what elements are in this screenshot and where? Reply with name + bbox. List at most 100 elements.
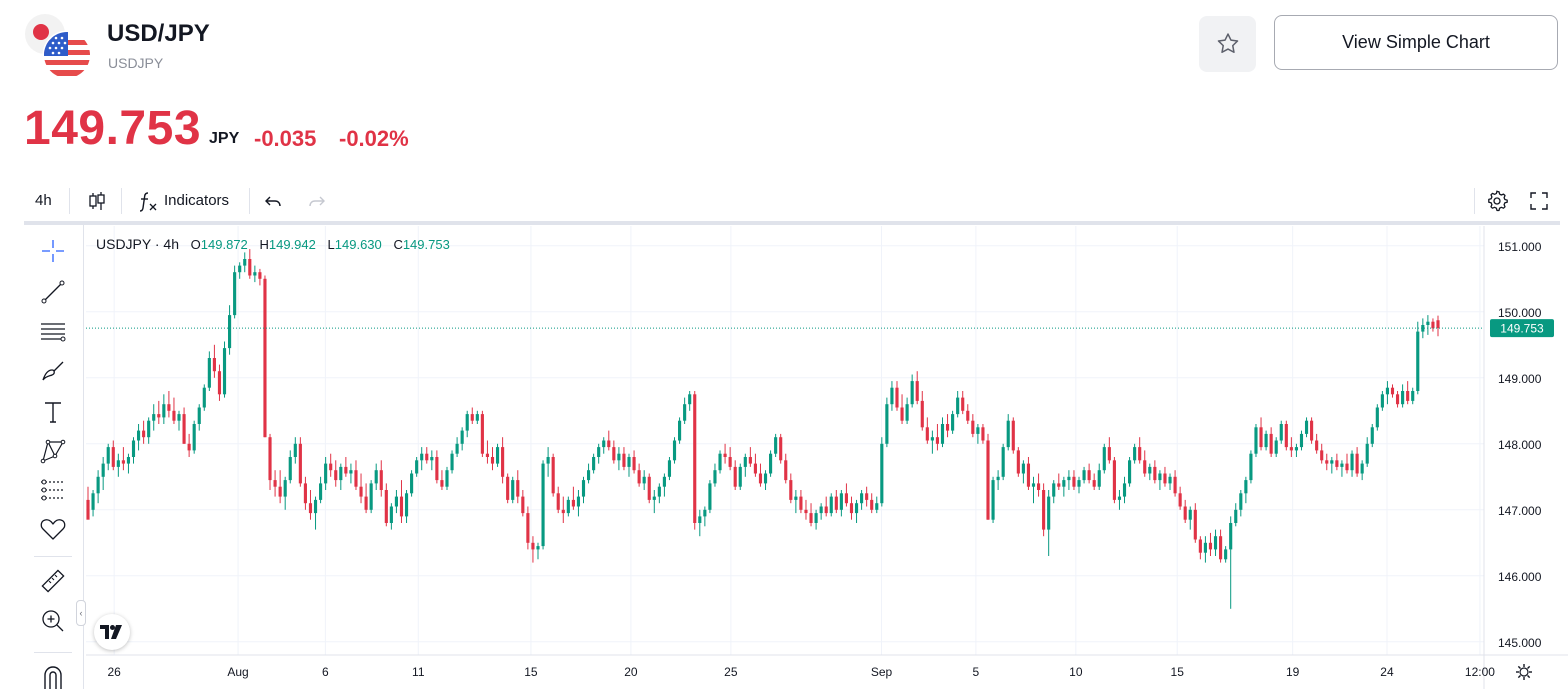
candle-body (440, 480, 444, 487)
candle-body (991, 480, 995, 520)
candle-body (1315, 440, 1319, 451)
interval-button[interactable]: 4h (35, 192, 52, 209)
candle-body (743, 457, 747, 467)
candle-body (1173, 476, 1177, 494)
view-simple-chart-button[interactable]: View Simple Chart (1274, 15, 1558, 70)
tradingview-logo-icon (100, 625, 122, 639)
candle-body (854, 503, 859, 514)
candle (814, 509, 818, 530)
pattern-icon[interactable] (39, 437, 67, 465)
candle (415, 457, 419, 477)
candle-body (288, 457, 292, 481)
redo-icon[interactable] (304, 189, 328, 213)
candle-body (1158, 473, 1162, 481)
candle (839, 490, 843, 517)
candle-body (283, 480, 287, 497)
candle (334, 460, 338, 487)
candle (1416, 321, 1420, 395)
settings-icon[interactable] (1485, 189, 1509, 213)
candle (1031, 476, 1036, 504)
forecast-icon[interactable] (39, 476, 67, 504)
candle-body (1259, 427, 1263, 448)
time-axis-label: 15 (524, 665, 538, 679)
candle (1269, 427, 1273, 457)
price-change-percent: -0.02% (339, 126, 409, 151)
candle (915, 371, 919, 405)
candle (844, 483, 848, 507)
brush-icon[interactable] (39, 358, 67, 386)
toolbar-bottom-border (24, 221, 1560, 225)
candle (1234, 503, 1238, 527)
candle (121, 447, 125, 471)
candle (399, 480, 404, 523)
candle-body (308, 503, 313, 514)
candle-body (96, 476, 100, 494)
candles-icon[interactable] (86, 189, 108, 213)
candle (404, 490, 409, 523)
candle (1173, 470, 1177, 497)
fib-icon[interactable] (39, 318, 67, 346)
candle-body (258, 272, 262, 279)
candle (556, 486, 560, 514)
candle-body (703, 509, 707, 517)
favorite-button[interactable] (1199, 16, 1256, 72)
candle-body (1274, 440, 1278, 454)
candle (733, 460, 737, 490)
candle-body (313, 499, 318, 514)
magnet-icon[interactable] (39, 661, 67, 689)
candle (617, 447, 621, 471)
candle-body (885, 404, 889, 444)
candle-body (1122, 483, 1127, 497)
text-icon[interactable] (39, 398, 67, 426)
candle (116, 453, 120, 477)
candle (930, 430, 934, 454)
collapse-toolbar-button[interactable]: ‹ (76, 600, 86, 626)
candle (566, 496, 570, 517)
fx-icon[interactable] (136, 189, 160, 213)
zoom-icon[interactable] (39, 607, 67, 635)
time-axis-label: 26 (107, 665, 121, 679)
candle-body (1310, 420, 1314, 441)
candle-body (961, 397, 965, 411)
candle (1203, 536, 1207, 563)
candle (1431, 318, 1435, 332)
candle (607, 430, 611, 451)
candle-body (152, 414, 156, 421)
candle-body (501, 447, 505, 477)
candle-body (784, 460, 788, 481)
candle (551, 453, 555, 497)
drawing-toolbar (24, 225, 84, 689)
candle-body (541, 463, 545, 547)
candle-body (617, 453, 621, 461)
candle (1360, 460, 1364, 481)
candle (723, 443, 727, 464)
candle (743, 453, 747, 477)
candle (420, 447, 424, 471)
candle (986, 433, 990, 520)
indicators-button[interactable]: Indicators (164, 192, 230, 209)
candle-body (738, 466, 742, 487)
candle-body (1299, 433, 1304, 448)
candle (870, 493, 874, 514)
candle-body (495, 447, 500, 464)
trendline-icon[interactable] (39, 278, 67, 306)
candle-body (597, 447, 601, 457)
candle (440, 470, 444, 490)
candle (384, 483, 388, 527)
candle-body (142, 430, 146, 438)
tradingview-logo[interactable] (94, 614, 130, 650)
candle-body (1006, 420, 1010, 448)
price-axis-label: 147.000 (1498, 504, 1542, 518)
candle (1067, 470, 1071, 490)
ruler-icon[interactable] (39, 567, 67, 595)
candle-body (394, 496, 398, 507)
candle (1249, 450, 1253, 484)
candle-body (1436, 320, 1440, 329)
candle-body (1031, 483, 1036, 487)
undo-icon[interactable] (262, 189, 286, 213)
heart-icon[interactable] (39, 515, 67, 543)
fullscreen-icon[interactable] (1527, 189, 1551, 213)
crosshair-icon[interactable] (39, 237, 67, 265)
candle-body (1057, 483, 1061, 487)
